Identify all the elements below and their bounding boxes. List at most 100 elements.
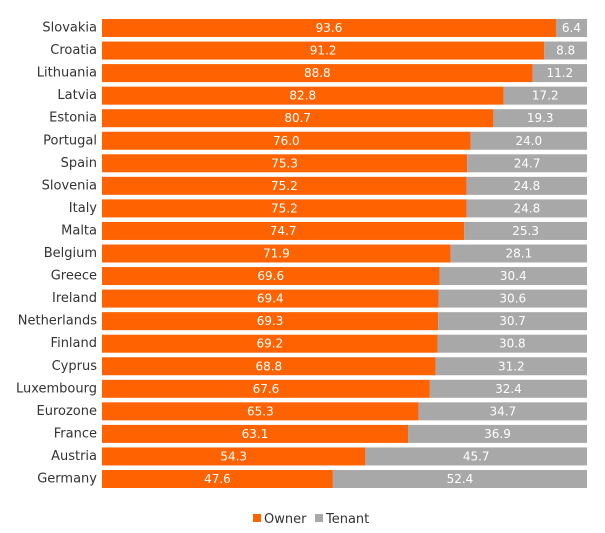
value-label-owner-finland: 69.2 [256, 337, 283, 351]
bar-tenant-eurozone [418, 402, 587, 421]
legend-swatch-owner [253, 514, 261, 522]
category-label-cyprus: Cyprus [52, 359, 98, 374]
bar-tenant-ireland [438, 289, 587, 308]
value-label-owner-croatia: 91.2 [310, 44, 337, 58]
bar-tenant-france [408, 424, 587, 443]
value-label-owner-greece: 69.6 [257, 269, 284, 283]
bar-owner-eurozone [102, 402, 419, 421]
category-label-latvia: Latvia [57, 88, 97, 103]
bar-owner-estonia [102, 109, 494, 128]
bar-tenant-estonia [493, 109, 587, 128]
value-label-owner-belgium: 71.9 [263, 247, 290, 261]
category-label-slovakia: Slovakia [42, 21, 97, 36]
value-label-tenant-ireland: 30.6 [499, 292, 526, 306]
category-label-germany: Germany [37, 472, 97, 487]
bar-tenant-luxembourg [429, 379, 587, 398]
value-label-tenant-belgium: 28.1 [505, 247, 532, 261]
value-label-owner-latvia: 82.8 [289, 89, 316, 103]
value-label-owner-eurozone: 65.3 [247, 404, 274, 418]
bar-owner-lithuania [102, 64, 533, 83]
value-label-tenant-italy: 24.8 [514, 201, 541, 215]
value-label-owner-germany: 47.6 [204, 472, 231, 486]
category-label-ireland: Ireland [52, 291, 97, 306]
value-label-owner-netherlands: 69.3 [257, 314, 284, 328]
bar-owner-finland [102, 334, 438, 353]
category-label-luxembourg: Luxembourg [16, 381, 97, 396]
bar-owner-croatia [102, 41, 545, 60]
bar-owner-malta [102, 221, 465, 240]
bar-owner-austria [102, 447, 366, 466]
bar-tenant-latvia [503, 86, 587, 105]
value-label-tenant-finland: 30.8 [499, 337, 526, 351]
value-label-owner-luxembourg: 67.6 [253, 382, 280, 396]
value-label-owner-spain: 75.3 [271, 156, 298, 170]
value-label-tenant-eurozone: 34.7 [489, 404, 516, 418]
value-label-tenant-germany: 52.4 [447, 472, 474, 486]
bar-tenant-malta [464, 221, 587, 240]
category-label-croatia: Croatia [50, 43, 97, 58]
legend: Owner Tenant [253, 512, 369, 527]
value-label-owner-malta: 74.7 [270, 224, 297, 238]
bar-owner-netherlands [102, 312, 439, 331]
bar-tenant-lithuania [532, 64, 587, 83]
value-label-owner-france: 63.1 [242, 427, 269, 441]
value-label-tenant-austria: 45.7 [463, 449, 490, 463]
category-label-belgium: Belgium [44, 246, 97, 261]
bar-tenant-germany [332, 470, 587, 488]
category-labels-group: Slovakia Croatia Lithuania Latvia Estonia Por… [16, 21, 97, 487]
value-label-owner-slovenia: 75.2 [271, 179, 298, 193]
value-label-owner-cyprus: 68.8 [255, 359, 282, 373]
category-label-france: France [54, 426, 97, 441]
bar-owner-slovakia [102, 19, 556, 37]
bars-group: 93.6 6.4 91.2 8.8 88.8 11.2 82.8 17.2 80.7 19.3 76… [102, 19, 587, 488]
bar-owner-italy [102, 199, 467, 218]
legend-swatch-tenant [315, 514, 323, 522]
value-label-owner-ireland: 69.4 [257, 292, 284, 306]
bar-tenant-slovenia [466, 176, 587, 195]
value-label-tenant-cyprus: 31.2 [498, 359, 525, 373]
bar-tenant-slovakia [555, 19, 587, 37]
bar-owner-ireland [102, 289, 439, 308]
value-label-owner-austria: 54.3 [220, 449, 247, 463]
value-label-tenant-spain: 24.7 [514, 156, 541, 170]
bar-owner-latvia [102, 86, 504, 105]
bar-tenant-portugal [470, 131, 587, 150]
bar-owner-cyprus [102, 357, 436, 376]
bar-tenant-netherlands [438, 312, 587, 331]
bar-tenant-cyprus [435, 357, 587, 376]
bar-tenant-belgium [450, 244, 587, 263]
value-label-tenant-latvia: 17.2 [532, 89, 559, 103]
category-label-portugal: Portugal [43, 133, 97, 148]
bar-tenant-croatia [544, 41, 587, 60]
value-label-tenant-portugal: 24.0 [515, 134, 542, 148]
bar-owner-germany [102, 470, 333, 488]
value-label-owner-slovakia: 93.6 [316, 21, 343, 35]
bar-tenant-italy [466, 199, 587, 218]
value-label-owner-estonia: 80.7 [284, 111, 311, 125]
bar-tenant-finland [437, 334, 587, 353]
category-label-austria: Austria [51, 449, 97, 464]
category-label-slovenia: Slovenia [42, 178, 97, 193]
value-label-tenant-france: 36.9 [484, 427, 511, 441]
category-label-spain: Spain [61, 156, 97, 171]
bar-owner-greece [102, 267, 440, 286]
category-label-greece: Greece [51, 269, 97, 284]
value-label-tenant-netherlands: 30.7 [499, 314, 526, 328]
value-label-tenant-luxembourg: 32.4 [495, 382, 522, 396]
value-label-tenant-malta: 25.3 [512, 224, 539, 238]
value-label-tenant-slovakia: 6.4 [562, 21, 581, 35]
value-label-tenant-slovenia: 24.8 [514, 179, 541, 193]
category-label-malta: Malta [61, 223, 97, 238]
value-label-tenant-greece: 30.4 [500, 269, 527, 283]
value-label-tenant-croatia: 8.8 [556, 44, 575, 58]
bar-owner-spain [102, 154, 468, 173]
value-label-tenant-lithuania: 11.2 [546, 66, 573, 80]
bar-owner-france [102, 424, 409, 443]
category-label-eurozone: Eurozone [37, 404, 97, 419]
bar-tenant-greece [439, 267, 587, 286]
bar-tenant-spain [467, 154, 587, 173]
value-label-owner-portugal: 76.0 [273, 134, 300, 148]
bar-owner-belgium [102, 244, 451, 263]
value-label-owner-lithuania: 88.8 [304, 66, 331, 80]
